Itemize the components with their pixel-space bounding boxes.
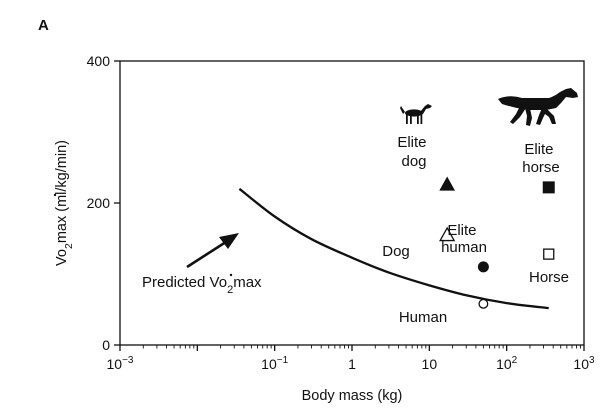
label-elite-horse: Elite horse: [522, 141, 560, 176]
y-axis: 0 200 400: [87, 53, 120, 353]
dog-icon: [400, 104, 432, 124]
marker-elite-human: [477, 261, 489, 273]
data-points: [439, 176, 555, 309]
x-tick-label: 10−1: [261, 355, 288, 372]
predicted-curve: [238, 187, 549, 310]
label-dog: Dog: [382, 243, 410, 260]
panel-label: A: [38, 17, 49, 34]
label-elite-human: Elite human: [441, 222, 487, 256]
y-label-rest: max (ml/kg/min): [54, 140, 70, 243]
label-horse: Horse: [529, 269, 569, 286]
x-axis: 10−3 10−1 1 10 102 103: [107, 345, 595, 372]
predicted-label-dot: [229, 273, 233, 277]
svg-text:Vo2max (ml/kg/min): Vo2max (ml/kg/min): [54, 140, 75, 266]
x-tick-label: 1: [348, 356, 356, 372]
x-tick-label: 103: [573, 355, 595, 372]
y-axis-label: Vo2max (ml/kg/min): [54, 140, 75, 266]
y-tick-label: 400: [87, 53, 111, 69]
horse-icon: [498, 88, 578, 126]
label-elite-dog: Elite dog: [397, 134, 430, 170]
x-tick-label: 102: [496, 355, 518, 372]
marker-horse: [543, 248, 555, 260]
marker-human: [478, 298, 489, 309]
y-tick-label: 0: [102, 337, 110, 353]
marker-elite-horse: [542, 181, 555, 194]
y-tick-label: 200: [87, 195, 111, 211]
predicted-label: Predicted Vo2max: [142, 274, 262, 296]
y-label-dot: [53, 193, 57, 197]
marker-elite-dog: [439, 176, 456, 191]
x-axis-label: Body mass (kg): [302, 388, 403, 404]
y-label-v: V: [54, 256, 70, 266]
point-labels: Elite dog Dog Elite human Human Elite ho…: [382, 134, 569, 326]
x-tick-label: 10−3: [107, 355, 134, 372]
y-label-sub: 2: [63, 243, 75, 249]
label-human: Human: [399, 309, 447, 326]
y-label-o: o: [54, 249, 70, 257]
marker-dog: [439, 226, 456, 242]
predicted-arrow: [186, 233, 239, 269]
x-tick-label: 10: [422, 356, 438, 372]
